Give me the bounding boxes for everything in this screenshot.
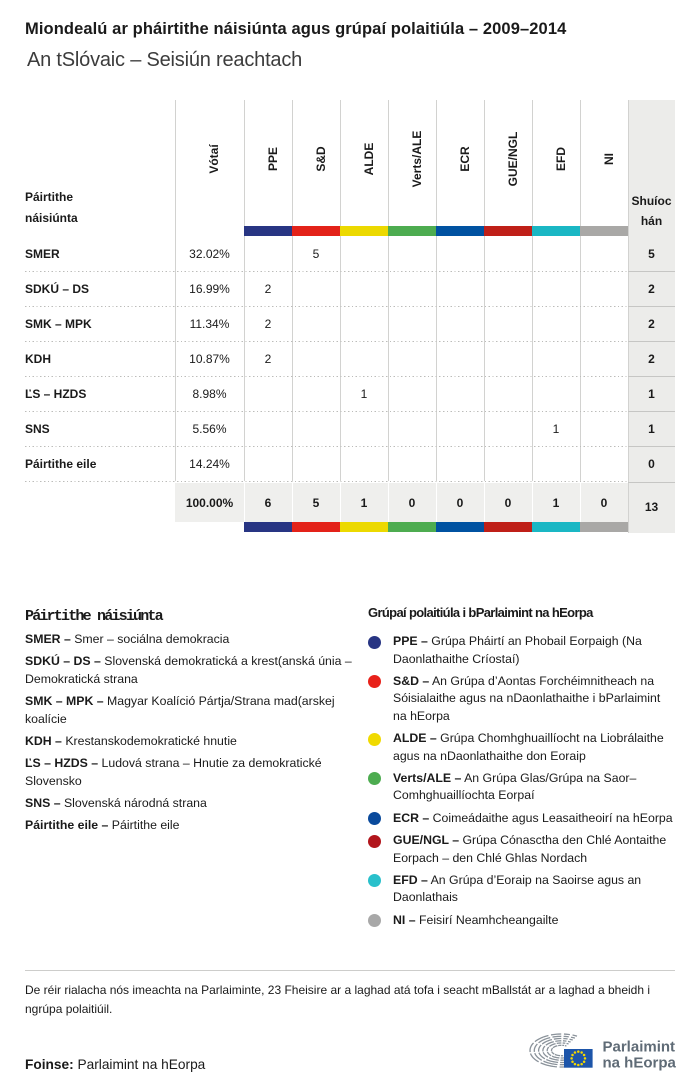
svg-text:Parlaimint: Parlaimint [603,1039,676,1056]
svg-text:na hEorpa: na hEorpa [603,1055,677,1072]
